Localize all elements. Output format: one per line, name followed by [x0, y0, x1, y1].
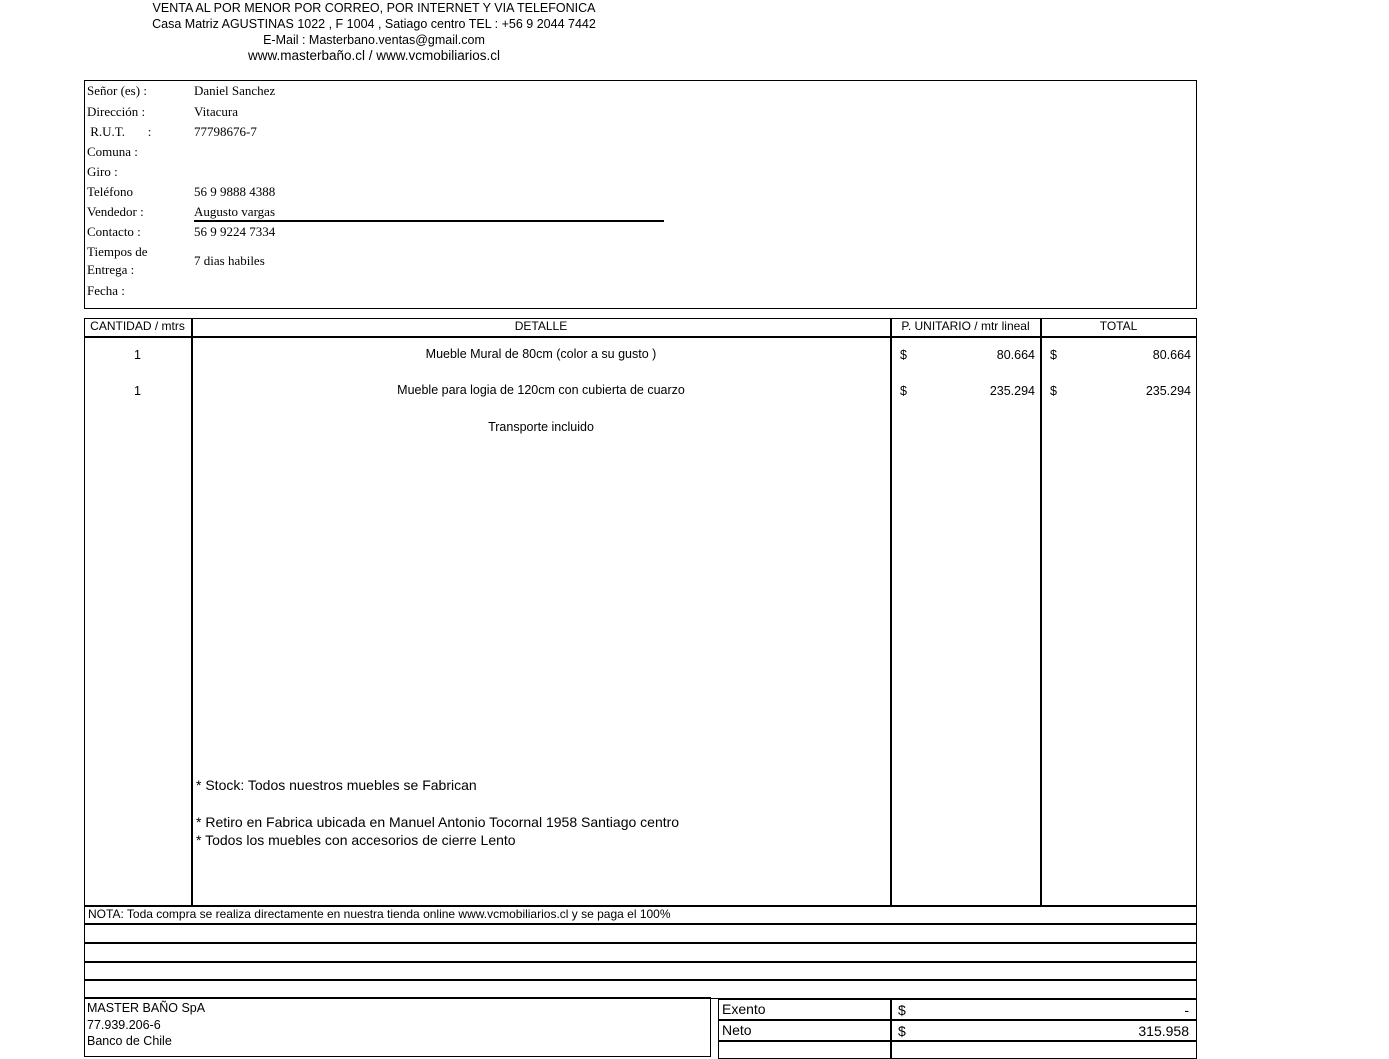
- neto-value: 315.958: [1138, 1023, 1189, 1039]
- row-divider: [84, 923, 1197, 925]
- header-line-1: VENTA AL POR MENOR POR CORREO, POR INTER…: [152, 1, 596, 15]
- detail: Mueble Mural de 80cm (color a su gusto ): [425, 347, 657, 361]
- totals-box: [718, 999, 1197, 1059]
- line-total: 235.294: [1145, 384, 1191, 398]
- row-divider: [84, 979, 1197, 981]
- qty: 1: [134, 348, 141, 362]
- currency: $: [1050, 348, 1057, 362]
- currency: $: [1050, 384, 1057, 398]
- unit-price: 235.294: [989, 384, 1035, 398]
- note-retiro: * Retiro en Fabrica ubicada en Manuel An…: [196, 814, 680, 830]
- label-fecha: Fecha :: [87, 283, 125, 298]
- value-senor: Daniel Sanchez: [194, 83, 276, 98]
- label-entrega: Entrega :: [87, 262, 135, 277]
- company-bank: Banco de Chile: [87, 1034, 172, 1048]
- row-divider: [84, 942, 1197, 944]
- row-divider: [718, 1019, 1197, 1021]
- label-comuna: Comuna :: [87, 144, 138, 159]
- th-detalle: DETALLE: [514, 319, 568, 333]
- neto-label: Neto: [722, 1022, 752, 1038]
- currency: $: [900, 384, 907, 398]
- label-rut: R.U.T. :: [87, 124, 152, 139]
- th-total: TOTAL: [1099, 319, 1138, 333]
- value-direccion: Vitacura: [194, 104, 238, 119]
- exento-label: Exento: [722, 1001, 766, 1017]
- label-giro: Giro :: [87, 164, 118, 179]
- label-tiempos: Tiempos de: [87, 244, 148, 259]
- th-cantidad: CANTIDAD / mtrs: [90, 319, 185, 333]
- items-table: [84, 318, 1197, 999]
- detail-transporte: Transporte incluido: [488, 420, 594, 434]
- row-divider: [84, 905, 1197, 907]
- value-telefono: 56 9 9888 4388: [194, 184, 276, 199]
- vendedor-underline: [194, 220, 664, 222]
- unit-price: 80.664: [996, 348, 1035, 362]
- header-websites: www.masterbaño.cl / www.vcmobiliarios.cl: [247, 48, 501, 63]
- label-telefono: Teléfono: [87, 184, 134, 199]
- value-rut: 77798676-7: [194, 124, 257, 139]
- header-address: Casa Matriz AGUSTINAS 1022 , F 1004 , Sa…: [152, 17, 596, 31]
- header-divider: [84, 336, 1197, 338]
- label-direccion: Dirección :: [87, 104, 146, 119]
- value-vendedor: Augusto vargas: [194, 204, 276, 219]
- company-name: MASTER BAÑO SpA: [87, 1001, 206, 1015]
- detail: Mueble para logia de 120cm con cubierta …: [397, 383, 685, 397]
- exento-currency: $: [898, 1002, 906, 1018]
- col-divider: [890, 318, 892, 906]
- exento-value: -: [1184, 1002, 1189, 1018]
- label-senor: Señor (es) :: [87, 83, 147, 98]
- row-divider: [718, 1040, 1197, 1042]
- neto-currency: $: [898, 1023, 906, 1039]
- company-rut: 77.939.206-6: [87, 1018, 161, 1032]
- note-accesorios: * Todos los muebles con accesorios de ci…: [196, 832, 516, 848]
- col-divider: [1040, 318, 1042, 906]
- col-divider: [191, 318, 193, 906]
- th-unitario: P. UNITARIO / mtr lineal: [901, 319, 1030, 333]
- label-vendedor: Vendedor :: [87, 204, 144, 219]
- row-divider: [84, 961, 1197, 963]
- currency: $: [900, 348, 907, 362]
- note-stock: * Stock: Todos nuestros muebles se Fabri…: [196, 777, 477, 793]
- nota-text: NOTA: Toda compra se realiza directament…: [88, 907, 671, 921]
- value-tiempos-entrega: 7 dias habiles: [194, 253, 265, 268]
- value-contacto: 56 9 9224 7334: [194, 224, 276, 239]
- header-email: E-Mail : Masterbano.ventas@gmail.com: [263, 33, 485, 47]
- col-divider: [890, 999, 892, 1059]
- client-info-box: [84, 80, 1197, 309]
- label-contacto: Contacto :: [87, 224, 141, 239]
- line-total: 80.664: [1152, 348, 1191, 362]
- qty: 1: [134, 384, 141, 398]
